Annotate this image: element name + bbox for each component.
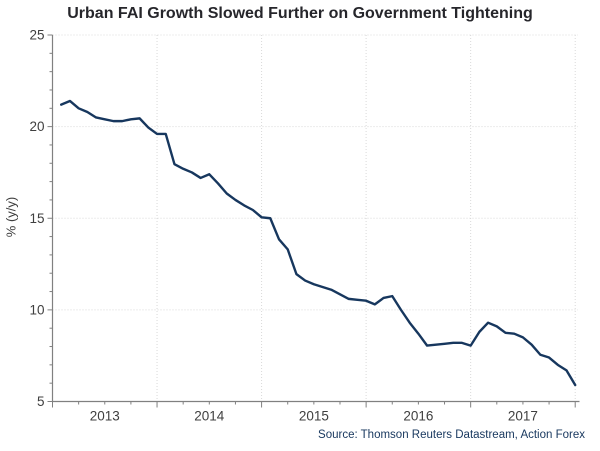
tick-labels: 5 10 15 20 25 2013 2014 2015 2016 2017 (29, 28, 537, 424)
chart-title: Urban FAI Growth Slowed Further on Gover… (67, 5, 533, 22)
ticks (47, 34, 576, 408)
x-tick-label: 2015 (299, 409, 329, 424)
source-note: Source: Thomson Reuters Datastream, Acti… (318, 429, 585, 441)
gridlines (52, 34, 578, 402)
x-tick-label: 2013 (90, 409, 120, 424)
x-tick-label: 2016 (403, 409, 433, 424)
y-tick-label: 20 (29, 119, 44, 134)
x-tick-label: 2017 (508, 409, 538, 424)
y-tick-label: 25 (29, 28, 44, 43)
chart-line (60, 99, 577, 387)
x-tick-label: 2014 (194, 409, 225, 424)
y-tick-label: 10 (29, 302, 44, 317)
y-tick-label: 15 (29, 211, 44, 226)
y-tick-label: 5 (37, 394, 45, 409)
